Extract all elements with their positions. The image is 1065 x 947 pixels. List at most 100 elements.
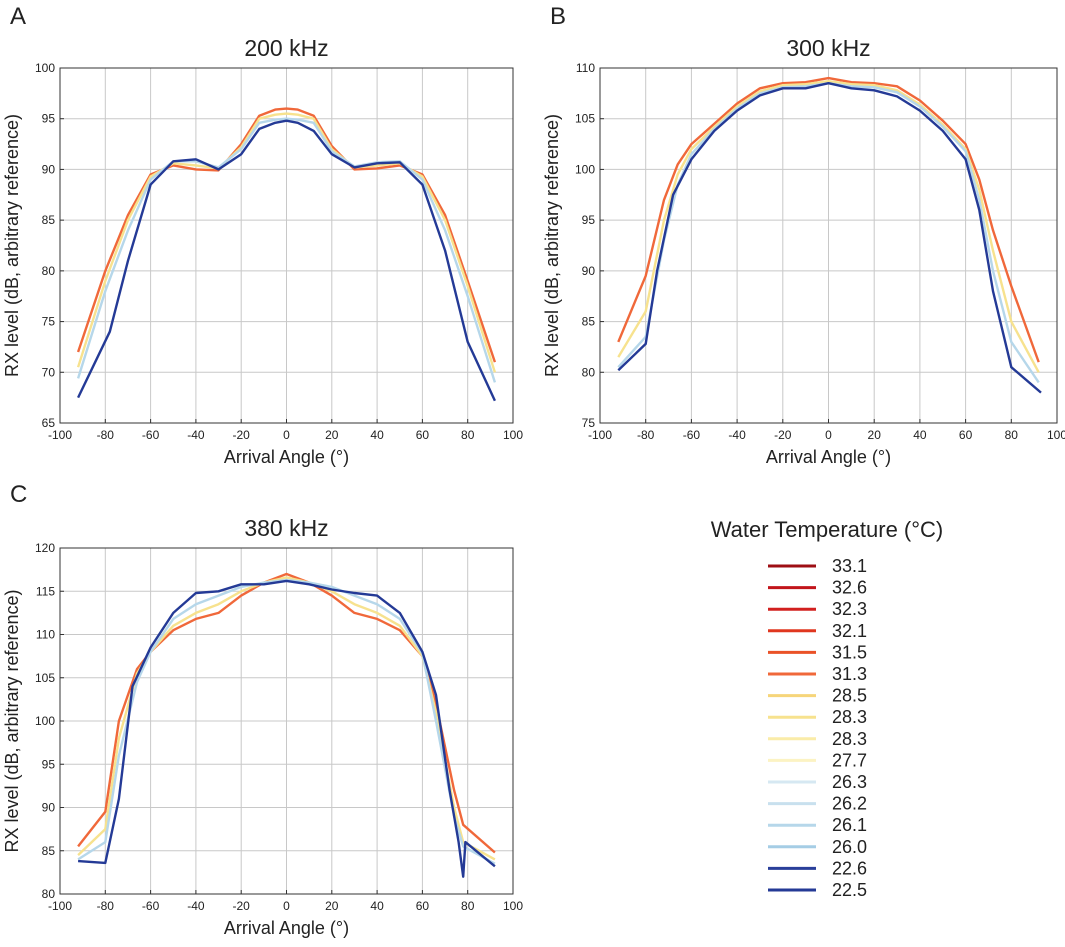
x-tick-label: 0 [283, 428, 290, 442]
x-tick-label: -20 [233, 899, 251, 913]
x-tick-label: -20 [774, 428, 792, 442]
series-line-22.5 [617, 81, 1042, 394]
y-axis-label: RX level (dB, arbitrary reference) [542, 114, 562, 377]
x-tick-label: 20 [868, 428, 882, 442]
y-tick-label: 95 [582, 213, 596, 227]
x-tick-label: 0 [825, 428, 832, 442]
legend-label: 28.3 [832, 729, 867, 749]
y-tick-label: 90 [582, 264, 596, 278]
x-tick-label: -80 [97, 428, 115, 442]
y-tick-label: 85 [582, 315, 596, 329]
y-tick-label: 80 [42, 887, 56, 901]
y-tick-label: 90 [42, 162, 56, 176]
x-tick-label: 60 [416, 899, 430, 913]
legend-title: Water Temperature (°C) [711, 517, 944, 542]
chart-title: 300 kHz [786, 35, 870, 61]
chart-title: 380 kHz [244, 515, 328, 541]
y-tick-label: 85 [42, 844, 56, 858]
legend-label: 32.1 [832, 621, 867, 641]
x-axis-label: Arrival Angle (°) [224, 447, 349, 467]
y-tick-label: 105 [575, 112, 595, 126]
legend-label: 31.5 [832, 642, 867, 662]
x-tick-label: 0 [283, 899, 290, 913]
x-tick-label: -100 [588, 428, 612, 442]
x-tick-label: 40 [913, 428, 927, 442]
series-line-22.5 [78, 579, 496, 878]
y-axis-label: RX level (dB, arbitrary reference) [2, 114, 22, 377]
y-tick-label: 105 [35, 671, 55, 685]
y-tick-label: 120 [35, 541, 55, 555]
x-tick-label: 100 [503, 428, 523, 442]
y-tick-label: 75 [42, 315, 56, 329]
y-tick-label: 110 [576, 61, 595, 75]
y-tick-label: 80 [42, 264, 56, 278]
x-tick-label: -80 [97, 899, 115, 913]
legend-label: 26.2 [832, 794, 867, 814]
y-tick-label: 100 [35, 714, 55, 728]
x-tick-label: -80 [637, 428, 655, 442]
y-tick-label: 115 [36, 584, 55, 598]
chart-panel-a: A 200 kHz -100 -80 -60 -40 -20 0 20 40 60 80 100 65 70… [2, 3, 523, 467]
legend-label: 26.0 [832, 837, 867, 857]
y-tick-label: 100 [575, 162, 595, 176]
series-line-31.3 [77, 572, 496, 854]
panel-letter: C [10, 481, 27, 508]
x-tick-label: 80 [461, 899, 475, 913]
x-tick-label: -40 [728, 428, 746, 442]
chart-title: 200 kHz [244, 35, 328, 61]
series-line-26.1 [76, 117, 497, 383]
y-tick-label: 80 [582, 365, 596, 379]
legend-label: 28.3 [832, 707, 867, 727]
x-tick-label: 100 [1047, 428, 1065, 442]
y-tick-label: 95 [42, 112, 56, 126]
legend-label: 27.7 [832, 750, 867, 770]
x-tick-label: 60 [416, 428, 430, 442]
legend-label: 22.5 [832, 880, 867, 900]
y-tick-label: 100 [35, 61, 55, 75]
series-group [76, 107, 497, 402]
series-group [77, 572, 496, 878]
y-tick-label: 70 [42, 365, 56, 379]
y-tick-label: 65 [42, 416, 56, 430]
x-tick-label: -100 [48, 428, 72, 442]
y-tick-label: 90 [42, 801, 56, 815]
y-tick-label: 95 [42, 757, 56, 771]
legend-label: 32.6 [832, 578, 867, 598]
panel-letter: B [550, 3, 566, 30]
x-tick-label: -60 [142, 428, 160, 442]
x-tick-label: -100 [48, 899, 72, 913]
y-tick-label: 110 [36, 628, 55, 642]
series-line-31.3 [617, 76, 1040, 363]
chart-panel-b: B 300 kHz -100 -80 -60 -40 -20 0 20 40 60 80 100 75 80… [542, 3, 1065, 467]
x-tick-label: 40 [370, 899, 384, 913]
x-tick-label: 60 [959, 428, 973, 442]
y-tick-label: 75 [582, 416, 596, 430]
series-group [617, 76, 1042, 394]
x-axis-label: Arrival Angle (°) [224, 918, 349, 938]
legend: Water Temperature (°C)33.132.632.332.131… [711, 517, 944, 900]
chart-panel-c: C 380 kHz -100 -80 -60 -40 -20 0 20 40 60 80 100 80 85… [2, 481, 523, 938]
x-tick-label: 100 [503, 899, 523, 913]
x-tick-label: -60 [142, 899, 160, 913]
x-tick-label: -60 [683, 428, 701, 442]
legend-label: 31.3 [832, 664, 867, 684]
legend-label: 26.3 [832, 772, 867, 792]
x-tick-label: -40 [187, 428, 205, 442]
x-tick-label: 40 [370, 428, 384, 442]
x-tick-label: -20 [233, 428, 251, 442]
x-axis-label: Arrival Angle (°) [766, 447, 891, 467]
x-tick-label: 80 [461, 428, 475, 442]
y-tick-label: 85 [42, 213, 56, 227]
x-tick-label: 20 [325, 428, 339, 442]
legend-label: 22.6 [832, 858, 867, 878]
legend-label: 33.1 [832, 556, 867, 576]
y-axis-label: RX level (dB, arbitrary reference) [2, 589, 22, 852]
series-line-28.3 [617, 79, 1040, 373]
x-tick-label: 80 [1005, 428, 1019, 442]
legend-label: 32.3 [832, 599, 867, 619]
legend-label: 28.5 [832, 686, 867, 706]
x-tick-label: 20 [325, 899, 339, 913]
panel-letter: A [10, 3, 26, 30]
legend-label: 26.1 [832, 815, 867, 835]
